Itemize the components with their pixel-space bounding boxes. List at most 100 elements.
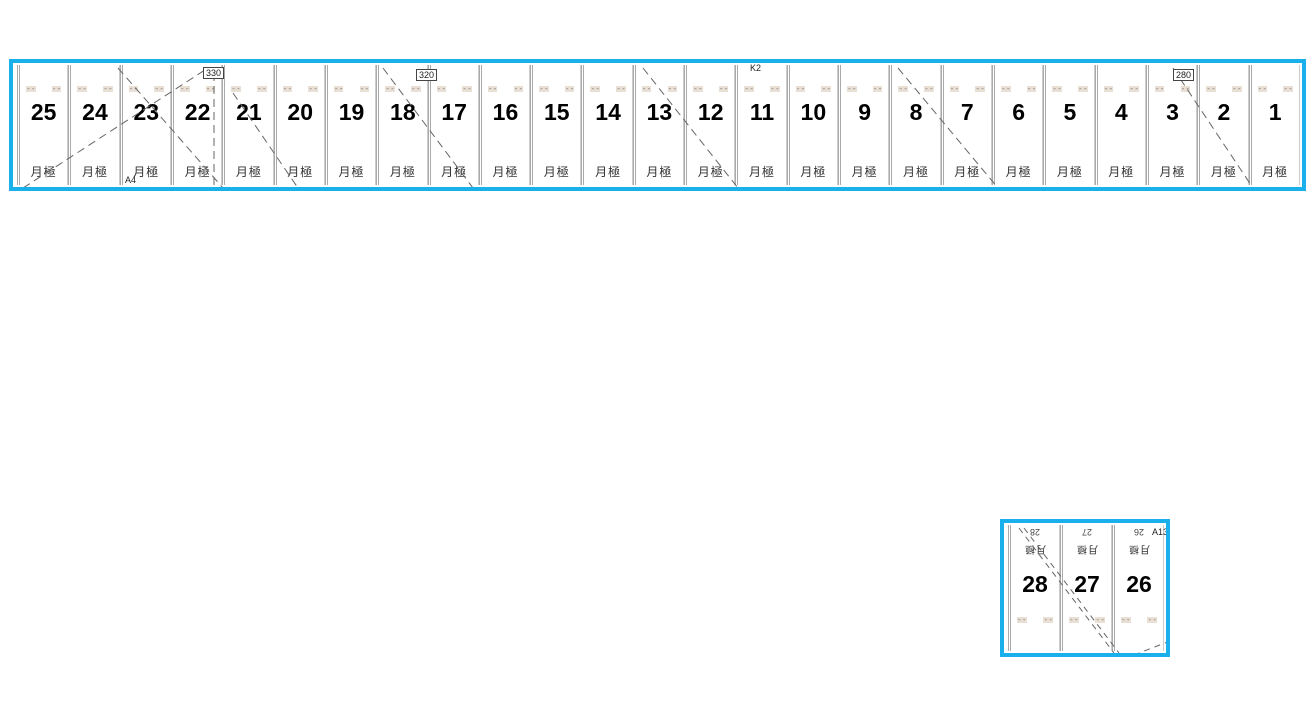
space-markers: - -- - [1017, 615, 1053, 624]
parking-space-8: - -- - 8 月極 [889, 65, 941, 185]
space-markers: - -- - [179, 84, 216, 93]
parking-space-3: - -- - 3 月極 [1145, 65, 1198, 185]
dimension-label: 320 [416, 69, 438, 81]
parking-space-18: - -- - 18 月極 [376, 65, 428, 185]
space-markers: - -- - [641, 84, 678, 93]
space-type-label: 月極 [1108, 165, 1135, 179]
space-number: 4 [1114, 99, 1128, 125]
space-type-label: 月極 [595, 165, 622, 179]
space-markers: - -- - [231, 84, 267, 93]
space-type-label: 月極 [81, 165, 108, 179]
parking-space-25: - -- - 25 月極 [17, 65, 69, 185]
space-markers: - -- - [1257, 84, 1293, 93]
space-number: 22 [184, 99, 211, 125]
parking-space-19: - -- - 19 月極 [324, 65, 377, 185]
space-number: 14 [595, 99, 621, 125]
parking-space-5: - -- - 5 月極 [1043, 65, 1095, 185]
space-markers: - -- - [590, 84, 626, 93]
space-markers: - -- - [1103, 84, 1139, 93]
mark-label: K2 [750, 63, 762, 73]
space-markers: - -- - [1052, 84, 1088, 93]
parking-space-1: - -- - 1 月極 [1248, 65, 1300, 185]
parking-space-6: - -- - 6 月極 [991, 65, 1044, 185]
parking-space-27: 27 - -- - 27 月極 [1060, 525, 1112, 651]
space-markers: - -- - [1121, 615, 1157, 624]
parking-space-10: - -- - 10 月極 [786, 65, 838, 185]
parking-space-11: - -- - 11 月極 [735, 65, 787, 185]
bottom-parking-group: 28- -- -28 月極 27- -- -27 月極 26- -- -26 月極 A13 [1000, 519, 1170, 657]
space-number: 15 [543, 99, 570, 125]
space-type-label: 月極 [1262, 165, 1289, 179]
parking-space-16: - -- - 16 月極 [478, 65, 531, 185]
space-markers: - -- - [385, 84, 421, 93]
space-number: 24 [82, 99, 108, 125]
space-markers: - -- - [282, 84, 318, 93]
parking-space-4: - -- - 4 月極 [1094, 65, 1146, 185]
space-markers: - -- - [693, 84, 729, 93]
space-type-label: 月極 [543, 165, 570, 179]
space-type-label: 月極 [954, 165, 981, 179]
space-type-label: 月極 [492, 165, 519, 179]
space-number: 12 [697, 99, 724, 125]
parking-space-24: - -- - 24 月極 [68, 65, 120, 185]
space-markers: - -- - [487, 84, 524, 93]
space-markers: - -- - [1206, 84, 1242, 93]
space-type-label: 月極 [1005, 165, 1032, 179]
space-type-label: 月極 [851, 165, 878, 179]
parking-space-2: - -- - 2 月極 [1197, 65, 1249, 185]
space-number: 27 [1074, 571, 1100, 597]
space-number: 26 [1126, 571, 1152, 597]
space-type-label: 月極 [1128, 543, 1150, 554]
space-number: 23 [133, 99, 160, 125]
space-markers: - -- - [795, 84, 831, 93]
bottom-panel-row: 28- -- -28 月極 27- -- -27 月極 26- -- -26 月極 [1008, 525, 1164, 651]
space-number: 11 [749, 99, 775, 125]
mark-label: A13 [1152, 527, 1169, 537]
space-number: 9 [858, 99, 872, 125]
parking-space-23: - -- -23 月極 [119, 65, 171, 185]
parking-space-14: - -- - 14 月極 [581, 65, 633, 185]
space-type-label: 月極 [338, 165, 365, 179]
dimension-label: 330 [203, 67, 225, 79]
space-markers: - -- - [77, 84, 113, 93]
parking-space-20: - -- - 20 月極 [273, 65, 325, 185]
space-number: 21 [236, 99, 262, 125]
parking-space-28: 28 - -- - 28 月極 [1008, 525, 1060, 651]
space-number: 18 [390, 99, 416, 125]
space-number: 8 [909, 99, 923, 125]
space-type-label: 月極 [389, 165, 416, 179]
parking-space-17: - -- - 17 月極 [427, 65, 479, 185]
dimension-label: 280 [1173, 69, 1195, 81]
top-parking-group: - -- - 25 月極 - -- - 24 月極 - -- - 23 月極 - -- - 22 月極… [9, 59, 1306, 191]
space-type-label: 月極 [800, 165, 827, 179]
parking-space-15: - -- - 15 月極 [530, 65, 582, 185]
space-small-number: 28 [1030, 527, 1041, 537]
space-markers: - -- - [436, 84, 472, 93]
space-type-label: 月極 [646, 165, 673, 179]
space-type-label: 月極 [30, 165, 57, 179]
space-number: 16 [492, 99, 519, 125]
space-type-label: 月極 [1159, 165, 1186, 179]
space-markers: - -- - [1069, 615, 1105, 624]
space-number: 10 [800, 99, 827, 125]
parking-space-22: - -- - 22 月極 [170, 65, 223, 185]
space-number: 20 [287, 99, 314, 125]
parking-space-12: - -- - 12 月極 [684, 65, 736, 185]
space-markers: - -- - [333, 84, 370, 93]
parking-space-26: 26- -- -26 月極 [1112, 525, 1164, 651]
space-type-label: 月極 [697, 165, 724, 179]
space-markers: - -- - [128, 84, 164, 93]
top-panel-row: - -- - 25 月極 - -- - 24 月極 - -- - 23 月極 - -- - 22 月極… [17, 65, 1300, 185]
mark-label: A4 [125, 175, 137, 185]
parking-space-21: - -- - 21 月極 [222, 65, 274, 185]
space-type-label: 月極 [1076, 543, 1098, 554]
space-number: 25 [30, 99, 57, 125]
space-type-label: 月極 [441, 165, 468, 179]
parking-space-7: - -- - 7 月極 [940, 65, 992, 185]
space-markers: - -- - [26, 84, 62, 93]
space-markers: - -- - [847, 84, 883, 93]
space-number: 7 [960, 99, 974, 125]
space-type-label: 月極 [287, 165, 314, 179]
space-type-label: 月極 [902, 165, 929, 179]
space-number: 28 [1022, 571, 1048, 597]
